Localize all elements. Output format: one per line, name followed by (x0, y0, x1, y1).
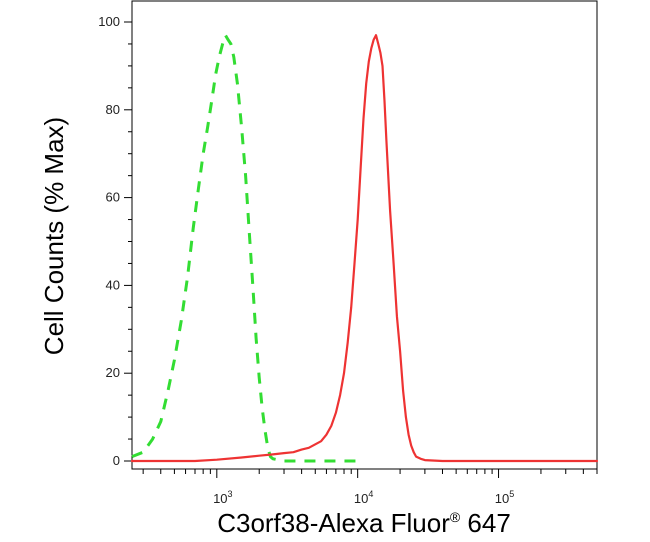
series-group (130, 33, 599, 463)
series-line-1 (131, 33, 358, 463)
y-axis-title: Cell Counts (% Max) (39, 117, 69, 355)
y-tick-label: 60 (106, 190, 120, 205)
y-tick-label: 0 (113, 453, 120, 468)
x-axis-title: C3orf38-Alexa Fluor® 647 (217, 508, 511, 538)
y-tick-label: 40 (106, 277, 120, 292)
y-tick-label: 80 (106, 102, 120, 117)
y-tick-label: 20 (106, 365, 120, 380)
x-axis-title-main: C3orf38-Alexa Fluor (217, 508, 450, 538)
plot-frame (131, 0, 598, 470)
x-tick-label: 104 (354, 489, 373, 506)
series-line-2 (130, 34, 599, 463)
x-tick-label: 105 (495, 489, 514, 506)
x-axis-title-superscript: ® (450, 509, 461, 525)
x-axis-ticks: 103 104 105 (142, 469, 598, 506)
y-tick-label: 100 (98, 14, 120, 29)
y-axis-ticks: 0 20 40 60 80 100 (98, 14, 132, 468)
x-tick-label: 103 (213, 489, 232, 506)
x-axis-title-suffix: 647 (460, 508, 511, 538)
